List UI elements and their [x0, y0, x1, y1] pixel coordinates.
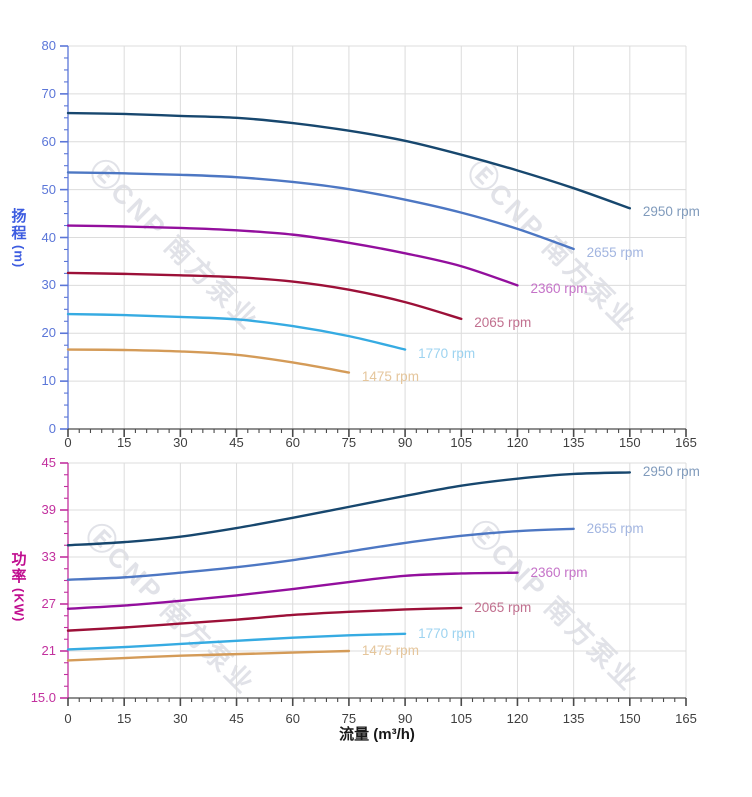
head-y-axis-title-char: 扬 [11, 208, 27, 225]
flow-x-axis-title: 流量 (m³/h) [339, 726, 415, 743]
head-y-axis-title: 扬 程 (m) [8, 208, 30, 268]
head-y-axis-title-char: 程 [11, 225, 27, 242]
power-y-axis-unit: (KW) [11, 588, 27, 623]
head-y-axis-unit: (m) [11, 245, 27, 269]
power-y-axis-title-char: 功 [11, 551, 27, 568]
power-y-axis-title-char: 率 [11, 568, 27, 585]
power-y-axis-title: 功 率 (KW) [8, 551, 30, 622]
